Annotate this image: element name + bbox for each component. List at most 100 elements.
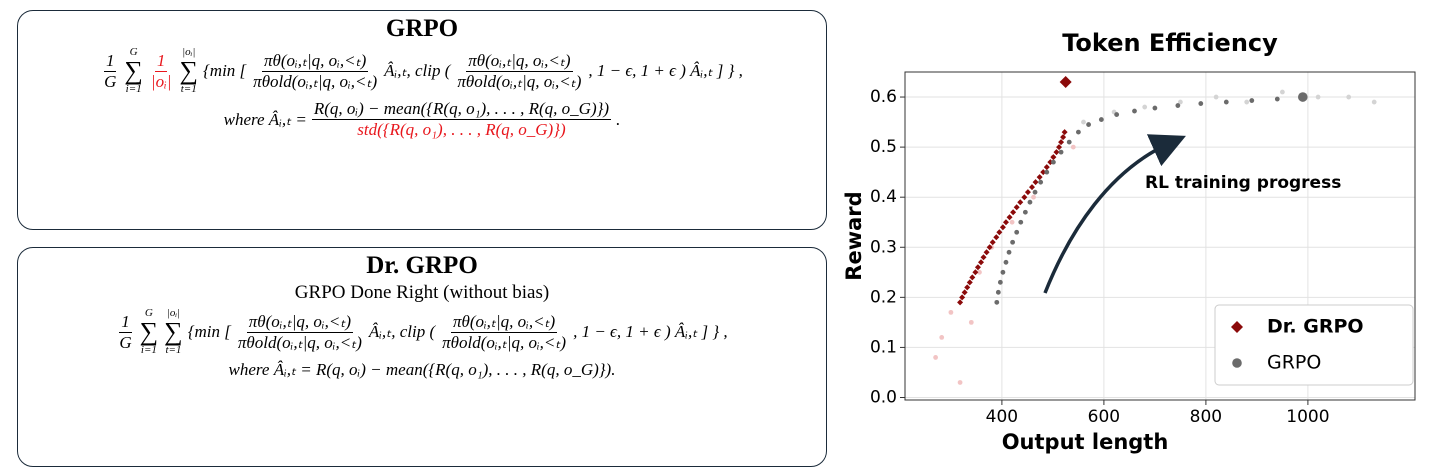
sum-lower: i=1 <box>140 344 157 356</box>
progress-arrow <box>1043 134 1186 294</box>
denominator: G <box>119 332 132 352</box>
formula-line: where Âᵢ,ₜ = R(q, oᵢ) − mean({R(q, o₁), .… <box>18 99 826 140</box>
x-tick-label: 800 <box>1190 407 1222 427</box>
sum-operator: |oᵢ| ∑ t=1 <box>164 308 183 356</box>
formula-text: , 1 − ϵ, 1 + ϵ ) Âᵢ,ₜ ] } , <box>573 322 728 341</box>
point <box>989 239 996 246</box>
sum-lower: i=1 <box>125 83 142 95</box>
formula-line: where Âᵢ,ₜ = R(q, oᵢ) − mean({R(q, o₁), … <box>18 360 826 380</box>
formula-text: , 1 − ϵ, 1 + ϵ ) Âᵢ,ₜ ] } , <box>588 61 743 80</box>
sum-sign: ∑ <box>139 317 159 346</box>
faint-point <box>1346 94 1352 100</box>
legend-label: GRPO <box>1267 352 1321 374</box>
point <box>996 229 1003 236</box>
point <box>995 289 1001 295</box>
formula-text: where Âᵢ,ₜ = R(q, oᵢ) − mean({R(q, o₁), … <box>228 360 616 379</box>
faint-point <box>939 335 945 340</box>
point <box>977 259 984 266</box>
faint-point <box>977 269 982 275</box>
faint-point <box>1213 94 1219 100</box>
point <box>1043 164 1050 171</box>
point <box>1223 99 1229 105</box>
point <box>1032 179 1039 186</box>
numerator: 1 <box>154 50 168 72</box>
numerator: 1 <box>119 311 132 333</box>
denominator: πθold(oᵢ,ₜ|q, oᵢ,<ₜ) <box>237 332 362 352</box>
point <box>980 254 987 261</box>
legend-marker <box>1232 358 1242 368</box>
faint-point <box>1031 194 1036 200</box>
sum-sign: ∑ <box>124 56 143 85</box>
numerator: πθ(oᵢ,ₜ|q, oᵢ,<ₜ) <box>450 311 558 333</box>
point <box>972 269 979 276</box>
point <box>969 274 976 281</box>
point <box>1058 139 1065 146</box>
point <box>994 299 1000 305</box>
x-tick-label: 600 <box>1088 407 1120 427</box>
y-tick-label: 0.6 <box>870 87 897 107</box>
box-title: Dr. GRPO <box>366 252 478 279</box>
point <box>1056 144 1063 151</box>
numerator: πθ(oᵢ,ₜ|q, oᵢ,<ₜ) <box>262 50 369 72</box>
point <box>1076 129 1081 135</box>
point <box>974 264 981 271</box>
y-tick-label: 0.3 <box>870 237 897 257</box>
faint-point <box>948 309 954 315</box>
point <box>1036 174 1043 181</box>
point <box>961 289 968 296</box>
sum-operator: |oᵢ| ∑ t=1 <box>179 47 198 95</box>
point <box>1098 117 1104 122</box>
sum-operator: G ∑ i=1 <box>124 47 143 95</box>
annotation: RL training progress <box>1145 173 1341 193</box>
sum-operator: G ∑ i=1 <box>140 308 159 356</box>
x-tick-label: 400 <box>986 407 1018 427</box>
y-tick-label: 0.1 <box>870 337 897 357</box>
point <box>1032 189 1038 195</box>
chart-title: Token Efficiency <box>1062 29 1278 57</box>
formula-line: 1 G G ∑ i=1 1 |oᵢ| |oᵢ| ∑ t=1 {min [πθ(oᵢ,ₜ|q, oᵢ,… <box>18 47 826 95</box>
point <box>1050 154 1057 161</box>
faint-point <box>1280 89 1285 95</box>
sum-upper: |oᵢ| <box>166 307 181 319</box>
faint-point <box>1070 144 1076 150</box>
point <box>1018 219 1024 225</box>
point <box>957 299 964 306</box>
box-title: GRPO <box>385 15 459 42</box>
faint-point <box>1142 104 1148 110</box>
fraction: πθ(oᵢ,ₜ|q, oᵢ,<ₜ) πθold(oᵢ,ₜ|q, oᵢ,<ₜ) <box>440 312 568 353</box>
point <box>1059 76 1072 89</box>
denominator: πθold(oᵢ,ₜ|q, oᵢ,<ₜ) <box>457 71 582 91</box>
formula-text: . <box>616 109 621 129</box>
point <box>964 284 971 291</box>
point <box>1114 112 1120 117</box>
point <box>983 249 990 256</box>
denominator: std({R(q, o₁), . . . , R(q, o_G)}) <box>357 120 566 139</box>
y-tick-label: 0.0 <box>870 387 897 407</box>
point <box>999 224 1006 231</box>
point <box>1040 169 1047 176</box>
plot-frame <box>904 71 1416 401</box>
legend-box <box>1214 304 1414 386</box>
point <box>1298 92 1308 102</box>
point <box>1003 259 1009 265</box>
sum-sign: ∑ <box>164 317 183 346</box>
sum-upper: G <box>129 46 138 58</box>
faint-point <box>1371 99 1377 105</box>
grpo-box: GRPO 1 G G ∑ i=1 1 |oᵢ| |oᵢ| ∑ t=1 {min [πθ(oᵢ,ₜ|q… <box>17 10 827 230</box>
point <box>1086 122 1091 127</box>
numerator: R(q, oᵢ) − mean({R(q, o₁), . . . , R(q, … <box>311 99 612 120</box>
point <box>1274 96 1280 102</box>
y-tick-label: 0.5 <box>870 137 897 157</box>
dr-grpo-box: Dr. GRPO GRPO Done Right (without bias) … <box>17 247 827 467</box>
faint-point <box>1244 99 1250 105</box>
numerator: πθ(oᵢ,ₜ|q, oᵢ,<ₜ) <box>246 311 353 333</box>
chart: Token Efficiency Output length Reward 40… <box>842 29 1416 454</box>
point <box>1152 105 1158 111</box>
point <box>1006 214 1013 221</box>
point <box>1013 204 1020 211</box>
point <box>1022 209 1028 215</box>
point <box>1249 98 1255 103</box>
